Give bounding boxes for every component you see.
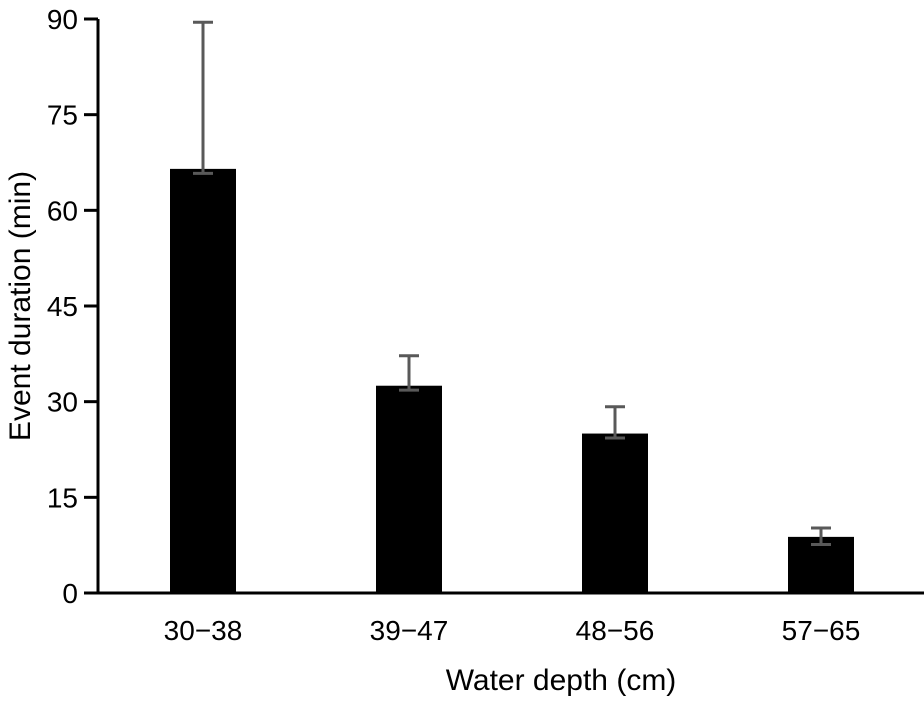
x-tick-label: 39−47 [370, 615, 449, 646]
bar [582, 433, 648, 593]
error-bar [811, 526, 831, 547]
x-axis-title: Water depth (cm) [446, 664, 677, 697]
x-axis-tick-labels: 30−38 39−47 48−56 57−65 [164, 615, 861, 646]
x-tick-label: 57−65 [782, 615, 861, 646]
error-bar [605, 405, 625, 440]
y-axis-title: Event duration (min) [4, 171, 37, 441]
y-tick-label: 45 [47, 291, 78, 322]
y-tick-label: 15 [47, 482, 78, 513]
error-bar [193, 20, 213, 175]
y-axis-ticks: 0 15 30 45 60 75 90 [47, 4, 98, 609]
error-bar [399, 354, 419, 392]
bar [170, 168, 236, 593]
error-bars [193, 20, 831, 547]
x-tick-label: 48−56 [576, 615, 655, 646]
y-tick-label: 75 [47, 100, 78, 131]
y-tick-label: 90 [47, 4, 78, 35]
bar [376, 385, 442, 593]
y-tick-label: 30 [47, 387, 78, 418]
y-tick-label: 0 [62, 578, 78, 609]
y-tick-label: 60 [47, 195, 78, 226]
bar [788, 536, 854, 593]
bars [170, 168, 854, 593]
x-tick-label: 30−38 [164, 615, 243, 646]
